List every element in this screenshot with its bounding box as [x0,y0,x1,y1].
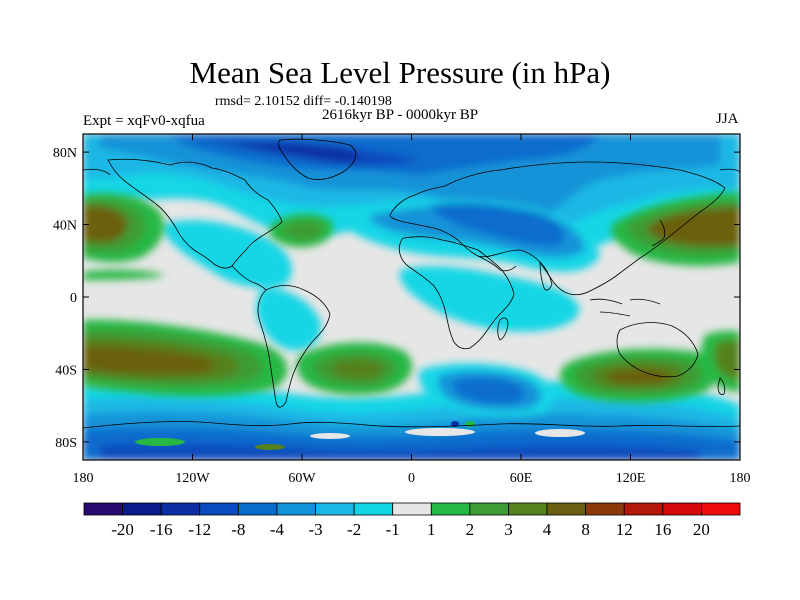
colorbar-swatch-2 [160,502,201,516]
coast-alaska [83,168,740,176]
africa-cyan [399,266,580,332]
y-tick-label-1: 40N [53,219,77,234]
colorbar-label-15: 20 [693,520,710,539]
coast-indonesia [589,298,661,317]
colorbar-swatch-10 [469,502,509,516]
negative-anomalies [83,134,740,460]
coast-north-america [107,158,283,269]
colorbar-swatch-7 [353,502,394,516]
coast-madagascar [497,317,509,341]
colorbar-label-13: 12 [616,520,633,539]
coastlines [83,138,740,429]
stats-label: rmsd= 2.10152 diff= -0.140198 [215,94,392,109]
colorbar-swatch-0 [83,502,123,516]
colorbar-swatch-9 [430,502,471,516]
colorbar-swatch-6 [315,502,355,516]
spac-brown [83,346,215,374]
coast-arabia [477,255,517,272]
coast-eurasia [389,161,726,296]
y-axis: 80N 40N 0 40S 80S [53,146,740,451]
ant-gray-1 [310,433,350,439]
x-tick-label-3: 0 [408,471,415,486]
y-tick-label-4: 80S [55,436,77,451]
colorbar-label-3: -8 [231,520,245,539]
x-axis: 180 120W 60W 0 60E 120E 180 [73,134,751,486]
colorbar-label-7: -1 [386,520,400,539]
chart-title: Mean Sea Level Pressure (in hPa) [189,55,611,90]
coast-central-america [231,265,267,291]
colorbar-label-10: 3 [504,520,513,539]
coast-new-zealand [717,377,726,395]
period-label: 2616kyr BP - 0000kyr BP [321,107,479,123]
colorbar-label-12: 8 [581,520,590,539]
colorbar-swatch-5 [276,502,316,516]
sio-brown [607,369,670,385]
sam-cyan [256,289,321,351]
ant-green-2 [255,444,285,450]
colorbar-swatch-1 [122,502,162,516]
tatl-green [83,269,165,280]
colorbar-swatch-14 [623,502,664,516]
coast-south-america [257,285,331,408]
coast-japan [651,219,666,247]
colorbar-label-9: 2 [466,520,475,539]
nz-olive [714,340,740,380]
experiment-label: Expt = xqFv0-xqfua [83,113,205,129]
colorbar-swatch-4 [237,502,278,516]
x-tick-label-5: 120E [616,471,646,486]
ant-green-3 [465,421,475,427]
colorbar: -20 -16 -12 -8 -4 -3 -2 -1 1 2 3 4 8 12 16 20 [83,502,741,539]
greenland-dark [230,143,361,162]
colorbar-label-8: 1 [427,520,436,539]
x-tick-label-0: 180 [73,471,94,486]
pressure-field [83,134,740,460]
antarctic-cells [135,421,585,450]
so-deepblue [100,443,700,460]
colorbar-label-5: -3 [308,520,322,539]
coast-india [539,261,553,291]
satl-midblue [453,378,525,404]
positive-anomalies [83,192,740,403]
y-tick-label-0: 80N [53,146,77,161]
season-label: JJA [716,111,739,127]
colorbar-swatch-11 [508,502,548,516]
x-tick-label-1: 120W [175,471,210,486]
colorbar-label-14: 16 [654,520,671,539]
ant-gray-3 [535,429,585,437]
colorbar-swatch-16 [701,502,741,516]
x-tick-label-6: 180 [730,471,751,486]
colorbar-swatch-12 [546,502,587,516]
colorbar-swatch-3 [199,502,239,516]
colorbar-label-4: -4 [270,520,285,539]
colorbar-label-1: -16 [150,520,173,539]
y-tick-label-3: 40S [55,363,77,378]
natl-darkgreen [282,220,324,241]
ant-gray-2 [405,428,475,436]
eurasia-midblue [430,203,564,246]
colorbar-swatch-15 [662,502,702,516]
coast-australia [616,322,699,378]
colorbar-label-2: -12 [188,520,211,539]
satl-olive [331,359,384,380]
x-tick-label-4: 60E [510,471,533,486]
coast-africa [398,236,515,350]
colorbar-label-0: -20 [111,520,134,539]
npac-olive [83,205,128,243]
y-tick-label-2: 0 [70,291,77,306]
npac2-olive [648,207,740,247]
colorbar-swatch-8 [392,502,432,516]
colorbar-label-6: -2 [347,520,361,539]
ant-green-1 [135,438,185,446]
coast-antarctica [83,421,740,429]
x-tick-label-2: 60W [288,471,316,486]
colorbar-swatch-13 [585,502,625,516]
coast-greenland [278,138,357,180]
pacific-cyan [160,220,292,288]
colorbar-label-11: 4 [543,520,552,539]
